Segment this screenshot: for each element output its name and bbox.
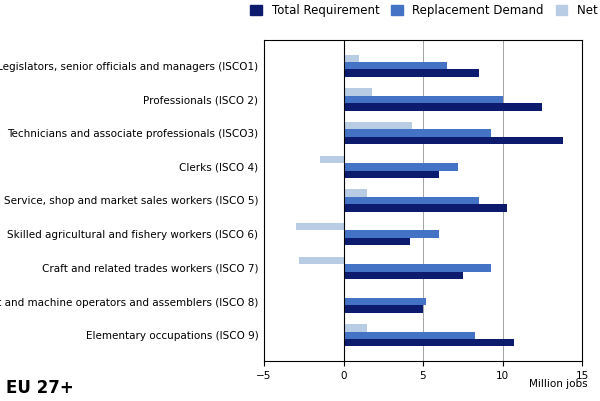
Bar <box>299 257 343 264</box>
Bar <box>343 264 491 271</box>
Text: Million jobs: Million jobs <box>529 379 588 389</box>
Bar <box>343 238 410 245</box>
Bar <box>343 271 463 279</box>
Bar <box>343 339 514 346</box>
Bar <box>320 156 343 163</box>
Bar <box>343 189 367 197</box>
Bar <box>343 137 563 144</box>
Bar <box>343 62 447 69</box>
Bar <box>343 88 372 96</box>
Bar <box>343 163 458 170</box>
Bar <box>343 122 412 130</box>
Bar <box>343 130 491 137</box>
Text: EU 27+: EU 27+ <box>6 379 74 397</box>
Bar <box>296 223 343 231</box>
Bar <box>343 298 426 305</box>
Bar <box>343 197 479 204</box>
Legend: Total Requirement, Replacement Demand, Net Change: Total Requirement, Replacement Demand, N… <box>250 4 600 17</box>
Bar <box>343 170 439 178</box>
Bar <box>343 96 503 103</box>
Bar <box>343 103 542 111</box>
Bar <box>343 332 475 339</box>
Bar <box>343 231 439 238</box>
Bar <box>343 69 479 77</box>
Bar <box>343 55 359 62</box>
Bar <box>343 204 507 212</box>
Bar <box>343 305 423 313</box>
Bar <box>343 324 367 332</box>
